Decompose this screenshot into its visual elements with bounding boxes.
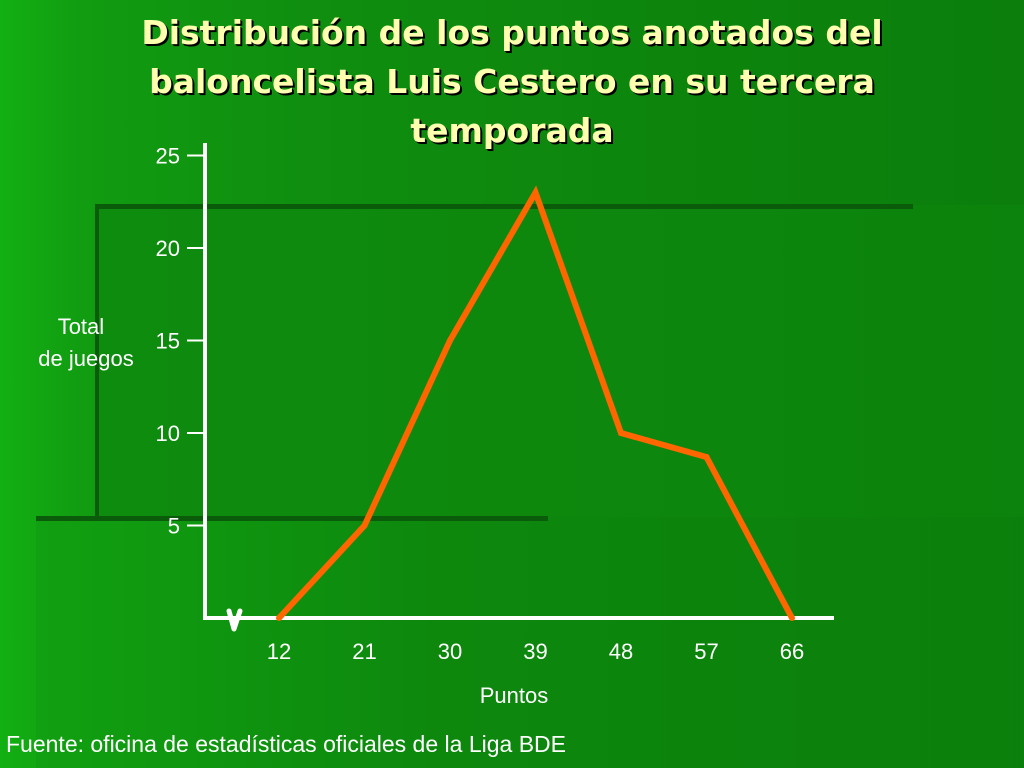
x-tick-label: 66 (780, 639, 804, 664)
data-point (276, 615, 282, 621)
x-tick-label: 48 (609, 639, 633, 664)
background-shadow-line (95, 204, 913, 209)
background-shadow-line (95, 205, 99, 517)
axis-break-icon (226, 608, 243, 632)
background-shadow-line (36, 516, 548, 521)
y-tick-label: 10 (156, 421, 180, 446)
x-axis-label: Puntos (480, 683, 549, 708)
y-tick-label: 15 (156, 329, 180, 354)
data-point (618, 430, 624, 436)
source-note: Fuente: oficina de estadísticas oficiale… (6, 731, 566, 757)
x-tick-label: 21 (352, 639, 376, 664)
chart-title: Distribución de los puntos anotados del … (60, 8, 964, 155)
x-axis-ticks: 12 21 30 39 48 57 66 (267, 639, 804, 664)
x-tick-label: 39 (523, 639, 547, 664)
series-line (276, 185, 795, 621)
data-point (447, 337, 453, 344)
data-points (276, 189, 795, 621)
x-tick-label: 30 (438, 639, 462, 664)
title-line: Distribución de los puntos anotados del (141, 13, 883, 52)
y-axis-label: Total de juegos (38, 314, 133, 371)
data-point (532, 189, 539, 196)
data-point (361, 522, 368, 529)
y-tick-label: 5 (168, 514, 180, 539)
data-point (703, 454, 710, 461)
title-line: baloncelista Luis Cestero en su tercera (149, 62, 875, 101)
x-tick-label: 57 (694, 639, 718, 664)
y-axis-ticks: 5 10 15 20 25 (156, 144, 205, 539)
y-tick-label: 25 (156, 144, 180, 169)
x-tick-label: 12 (267, 639, 291, 664)
background-panel-lower (36, 517, 1024, 768)
title-line: temporada (410, 111, 614, 150)
y-tick-label: 20 (156, 236, 180, 261)
data-point (789, 615, 795, 621)
